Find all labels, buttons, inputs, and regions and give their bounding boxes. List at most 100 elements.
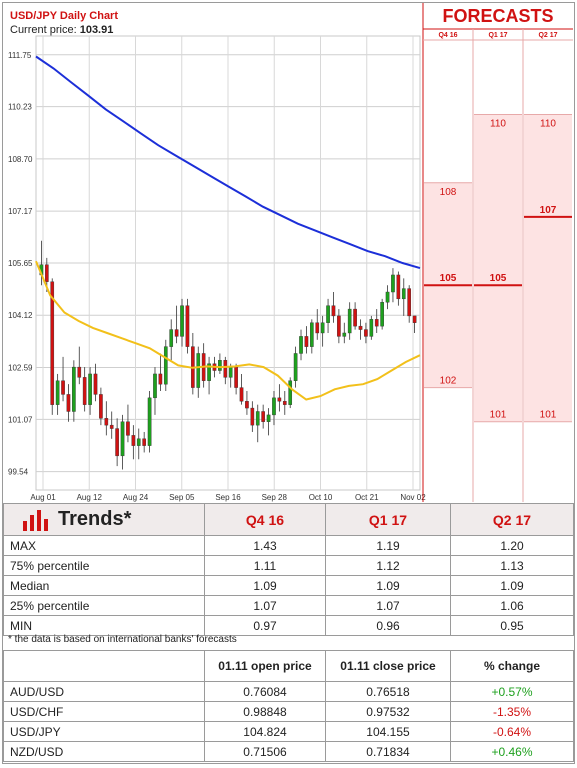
candle: [153, 367, 157, 415]
candle-body: [310, 322, 314, 347]
candle-body: [266, 414, 271, 422]
trends-row: 75% percentile 1.11 1.12 1.13: [3, 555, 574, 576]
y-tick-label: 105.65: [8, 259, 33, 268]
candle: [245, 391, 249, 415]
candle-body: [304, 336, 309, 347]
pair-label: USD/CHF: [3, 701, 205, 722]
x-tick-label: Aug 24: [123, 493, 149, 502]
candle: [207, 356, 211, 395]
candle-body: [77, 366, 82, 378]
candle: [191, 332, 195, 395]
candle-body: [245, 401, 249, 409]
candle: [142, 431, 146, 453]
prices-header-close: 01.11 close price: [325, 650, 451, 682]
candle: [55, 373, 60, 415]
close-price: 104.155: [325, 721, 451, 742]
x-tick-label: Oct 10: [309, 493, 333, 502]
y-tick-label: 99.54: [8, 468, 29, 477]
candle-body: [342, 332, 347, 337]
candle-body: [61, 380, 65, 395]
prices-row: AUD/USD 0.76084 0.76518 +0.57%: [3, 681, 574, 702]
x-tick-label: Oct 21: [355, 493, 379, 502]
candle: [310, 319, 314, 354]
candle-body: [347, 308, 352, 334]
trends-cell: 1.07: [325, 595, 451, 616]
forecast-low-label: 102: [440, 376, 457, 387]
candle-body: [153, 373, 157, 399]
current-price: Current price: 103.91: [10, 24, 113, 36]
candle-body: [293, 353, 298, 381]
trends-cell: 1.06: [450, 595, 574, 616]
candle: [77, 346, 82, 385]
candle-body: [174, 329, 179, 337]
candle-body: [358, 325, 363, 330]
candle: [396, 271, 401, 306]
prices-table: 01.11 open price 01.11 close price % cha…: [3, 650, 574, 762]
pair-label: AUD/USD: [3, 681, 205, 702]
candle-body: [299, 336, 303, 354]
forecast-low-label: 101: [540, 410, 557, 421]
candle: [61, 356, 65, 402]
chart-grid: [35, 35, 421, 491]
candle: [104, 401, 109, 436]
candle: [282, 391, 287, 415]
candle-body: [142, 438, 146, 446]
y-tick-label: 108.70: [8, 155, 33, 164]
x-tick-label: Aug 01: [30, 493, 56, 502]
candle-body: [82, 377, 87, 405]
prices-row: NZD/USD 0.71506 0.71834 +0.46%: [3, 741, 574, 762]
candle: [358, 319, 363, 340]
candle: [266, 408, 271, 436]
candle-body: [196, 353, 201, 388]
candle-body: [261, 411, 265, 422]
candle: [299, 329, 303, 361]
y-tick-label: 104.12: [8, 311, 33, 320]
y-tick-label: 101.07: [8, 415, 33, 424]
prices-row: USD/CHF 0.98848 0.97532 -1.35%: [3, 701, 574, 722]
candle-body: [364, 329, 368, 337]
candle: [234, 363, 238, 395]
trends-title-cell: Trends*: [3, 503, 205, 536]
trends-row: Median 1.09 1.09 1.09: [3, 575, 574, 596]
candle-body: [315, 322, 320, 334]
trends-cell: 0.95: [450, 615, 574, 636]
candle: [174, 305, 179, 344]
forecast-median-label: 105: [440, 273, 457, 284]
forecast-low-label: 101: [490, 410, 507, 421]
candle: [304, 326, 309, 354]
candle-body: [223, 360, 228, 378]
candle-body: [385, 291, 390, 303]
forecast-panel: Q4 16 108 102 105 Q1 17 110 101 105 Q2 17 110 101 1…: [422, 3, 573, 502]
candle-body: [109, 424, 114, 429]
candle: [218, 353, 222, 374]
percent-change: -1.35%: [450, 701, 574, 722]
candle: [93, 363, 98, 402]
trends-cell: 1.11: [204, 555, 326, 576]
moving-averages: [35, 55, 421, 401]
x-tick-label: Sep 16: [215, 493, 241, 502]
close-price: 0.71834: [325, 741, 451, 762]
open-price: 0.98848: [204, 701, 326, 722]
candle-body: [407, 288, 412, 317]
candle-body: [115, 428, 119, 457]
candle: [315, 309, 320, 340]
trends-title: Trends*: [58, 508, 132, 530]
candle-body: [391, 274, 395, 293]
candle: [196, 346, 201, 398]
prices-header-open: 01.11 open price: [204, 650, 326, 682]
forecast-high-label: 110: [490, 119, 506, 130]
trends-row-label: MAX: [3, 535, 205, 556]
forecast-median-label: 105: [490, 273, 507, 284]
chart-title: USD/JPY Daily Chart: [10, 10, 119, 22]
usdjpy-chart: 111.75 110.23 108.70 107.17 105.65 104.12 102.…: [8, 3, 573, 502]
close-price: 0.76518: [325, 681, 451, 702]
trends-header-row: Trends* Q4 16 Q1 17 Q2 17: [3, 503, 574, 536]
trends-cell: 1.09: [325, 575, 451, 596]
close-price: 0.97532: [325, 701, 451, 722]
forecasts-title: FORECASTS: [442, 6, 554, 26]
candle-body: [374, 319, 379, 327]
candle: [288, 377, 293, 409]
trends-cell: 1.09: [204, 575, 326, 596]
candle-body: [380, 302, 384, 327]
candle-body: [88, 373, 92, 405]
